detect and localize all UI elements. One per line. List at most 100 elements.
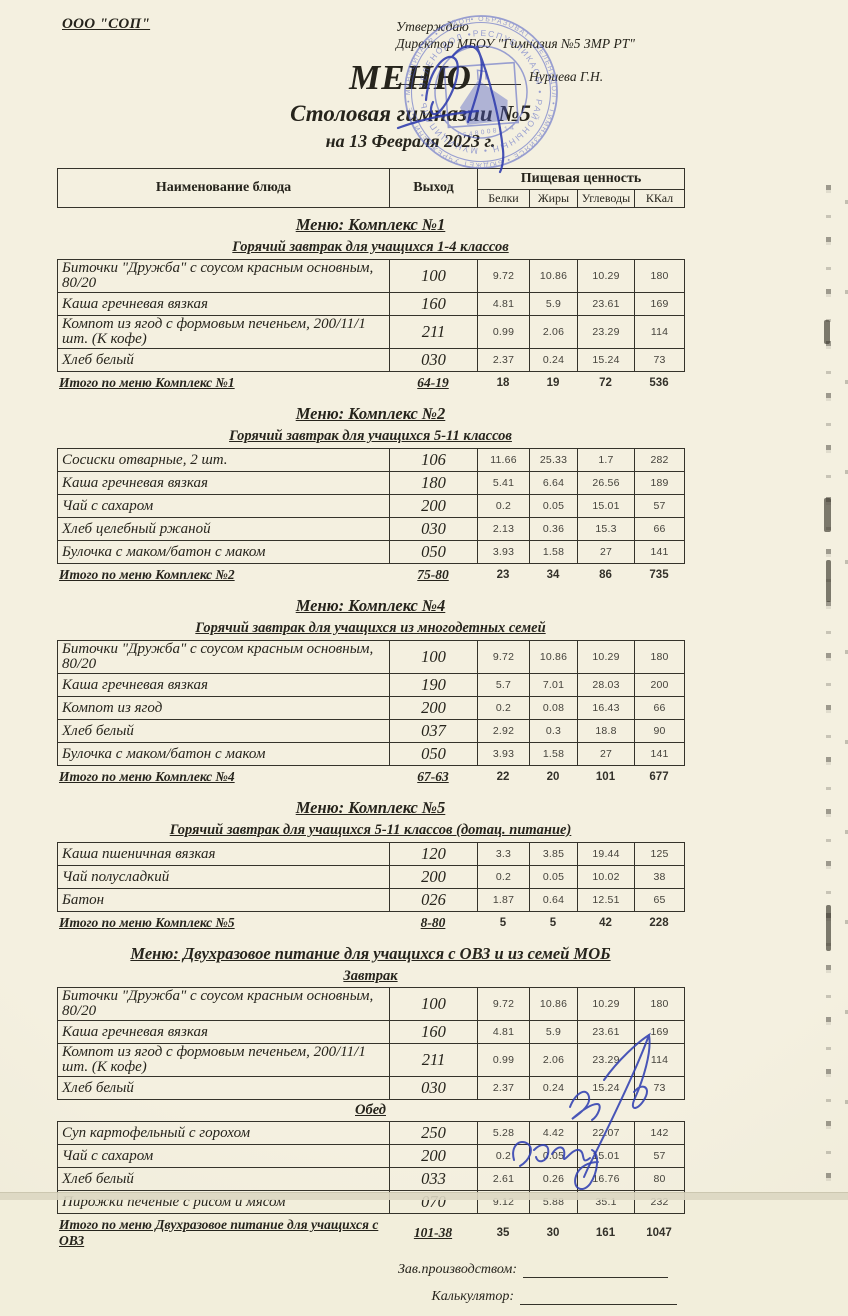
column-header-dish: Наименование блюда [57,168,390,208]
dish-nutrition-value: 66 [634,696,685,720]
menu-row: Каша гречневая вязкая 160 4.81 5.9 23.61 169 [57,1020,685,1044]
dish-name: Чай полусладкий [57,865,390,889]
total-nutrition-value: 35 [496,1227,510,1239]
dish-nutrition-value: 1.58 [529,540,578,564]
dish-name: Каша гречневая вязкая [57,471,390,495]
menu-row: Каша гречневая вязкая 180 5.41 6.64 26.56 189 [57,471,685,495]
dish-name: Батон [57,888,390,912]
menu-table: Каша пшеничная вязкая 120 3.3 3.85 19.44 125 Ч… [57,842,685,912]
dish-nutrition-value: 10.86 [529,987,578,1021]
dish-nutrition-value: 57 [634,494,685,518]
dish-nutrition-value: 10.86 [529,640,578,674]
menu-row: Суп картофельный с горохом 250 5.28 4.42 22.… [57,1121,685,1145]
dish-nutrition-value: 26.56 [577,471,635,495]
footer: Зав.производством: Калькулятор: [57,1262,684,1305]
dish-nutrition-value: 141 [634,540,685,564]
dish-nutrition-value: 23.29 [577,1043,635,1077]
menu-table: Биточки "Дружба" с соусом красным основн… [57,259,685,372]
dish-name: Суп картофельный с горохом [57,1121,390,1145]
dish-nutrition-value: 3.93 [477,540,530,564]
dish-output: 200 [389,1144,478,1168]
section-subheading: Горячий завтрак для учащихся 5-11 классо… [229,428,512,444]
total-output: 8-80 [420,915,446,930]
total-nutrition-value: 677 [649,771,669,783]
menu-row: Биточки "Дружба" с соусом красным основн… [57,640,685,674]
dish-nutrition-value: 19.44 [577,842,635,866]
menu-table: Сосиски отварные, 2 шт. 106 11.66 25.33 1.7 2… [57,448,685,564]
dish-nutrition-value: 0.26 [529,1167,578,1191]
menu-table: Биточки "Дружба" с соусом красным основн… [57,640,685,766]
dish-nutrition-value: 200 [634,673,685,697]
section-total-row: Итого по меню Комплекс №2 75-80 23 34 86 735 [57,564,684,584]
total-nutrition-value: 20 [546,771,560,783]
dish-nutrition-value: 0.99 [477,1043,530,1077]
dish-output: 200 [389,865,478,889]
dish-name: Хлеб белый [57,348,390,372]
dish-name: Хлеб белый [57,1167,390,1191]
total-nutrition-value: 735 [649,569,669,581]
dish-nutrition-value: 10.86 [529,259,578,293]
total-nutrition-value: 86 [599,569,612,581]
dish-nutrition-value: 5.9 [529,292,578,316]
dish-nutrition-value: 5.7 [477,673,530,697]
dish-nutrition-value: 180 [634,640,685,674]
menu-table: Суп картофельный с горохом 250 5.28 4.42 22.… [57,1121,685,1214]
dish-name: Каша гречневая вязкая [57,673,390,697]
section-heading: Меню: Двухразовое питание для учащихся с… [130,944,611,963]
dish-nutrition-value: 23.29 [577,315,635,349]
dish-nutrition-value: 10.29 [577,640,635,674]
dish-output: 211 [389,315,478,349]
dish-name: Хлеб белый [57,1076,390,1100]
total-nutrition-value: 5 [499,917,507,929]
column-header-protein: Белки [477,189,530,208]
dish-nutrition-value: 23.61 [577,292,635,316]
total-nutrition-value: 19 [546,377,560,389]
total-nutrition-value: 228 [649,917,669,929]
menu-row: Биточки "Дружба" с соусом красным основн… [57,259,685,293]
dish-output: 050 [389,742,478,766]
total-nutrition-value: 72 [599,377,612,389]
dish-nutrition-value: 27 [577,540,635,564]
dish-nutrition-value: 15.24 [577,1076,635,1100]
dish-name: Компот из ягод [57,696,390,720]
section-total-row: Итого по меню Комплекс №4 67-63 22 20 101 677 [57,766,684,786]
dish-output: 030 [389,517,478,541]
column-header-carbs: Углеводы [577,189,635,208]
total-output: 75-80 [417,567,449,582]
dish-nutrition-value: 0.3 [529,719,578,743]
dish-nutrition-value: 66 [634,517,685,541]
dish-nutrition-value: 1.58 [529,742,578,766]
dish-output: 050 [389,540,478,564]
scan-artifact [826,560,831,602]
dish-nutrition-value: 27 [577,742,635,766]
dish-nutrition-value: 114 [634,315,685,349]
menu-row: Компот из ягод с формовым печеньем, 200/… [57,1043,685,1077]
dish-name: Биточки "Дружба" с соусом красным основн… [57,640,390,674]
production-manager-signature-line [523,1263,668,1278]
section-total-row: Итого по меню Комплекс №1 64-19 18 19 72 536 [57,372,684,392]
dish-nutrition-value: 114 [634,1043,685,1077]
dish-nutrition-value: 18.8 [577,719,635,743]
menu-section: Меню: Комплекс №2 Горячий завтрак для уча… [57,404,685,584]
total-nutrition-value: 22 [496,771,510,783]
dish-output: 100 [389,987,478,1021]
dish-nutrition-value: 0.08 [529,696,578,720]
menu-row: Булочка с маком/батон с маком 050 3.93 1.58… [57,540,685,564]
scan-artifact [826,905,831,951]
dish-nutrition-value: 65 [634,888,685,912]
dish-nutrition-value: 4.81 [477,1020,530,1044]
menu-row: Чай с сахаром 200 0.2 0.05 15.01 57 [57,1144,685,1168]
total-label: Итого по меню Двухразовое питание для уч… [59,1217,379,1248]
menu-row: Каша пшеничная вязкая 120 3.3 3.85 19.44 125 [57,842,685,866]
dish-output: 160 [389,1020,478,1044]
production-manager-row: Зав.производством: [57,1262,684,1278]
dish-nutrition-value: 7.01 [529,673,578,697]
approval-line1: Утверждаю [396,19,469,34]
header-row-1: Наименование блюда Выход Пищевая ценност… [57,168,686,208]
section-heading: Меню: Комплекс №4 [295,596,446,615]
menu-section: Меню: Двухразовое питание для учащихся с… [57,944,685,1250]
dish-nutrition-value: 0.2 [477,696,530,720]
dish-nutrition-value: 10.29 [577,259,635,293]
dish-nutrition-value: 15.24 [577,348,635,372]
